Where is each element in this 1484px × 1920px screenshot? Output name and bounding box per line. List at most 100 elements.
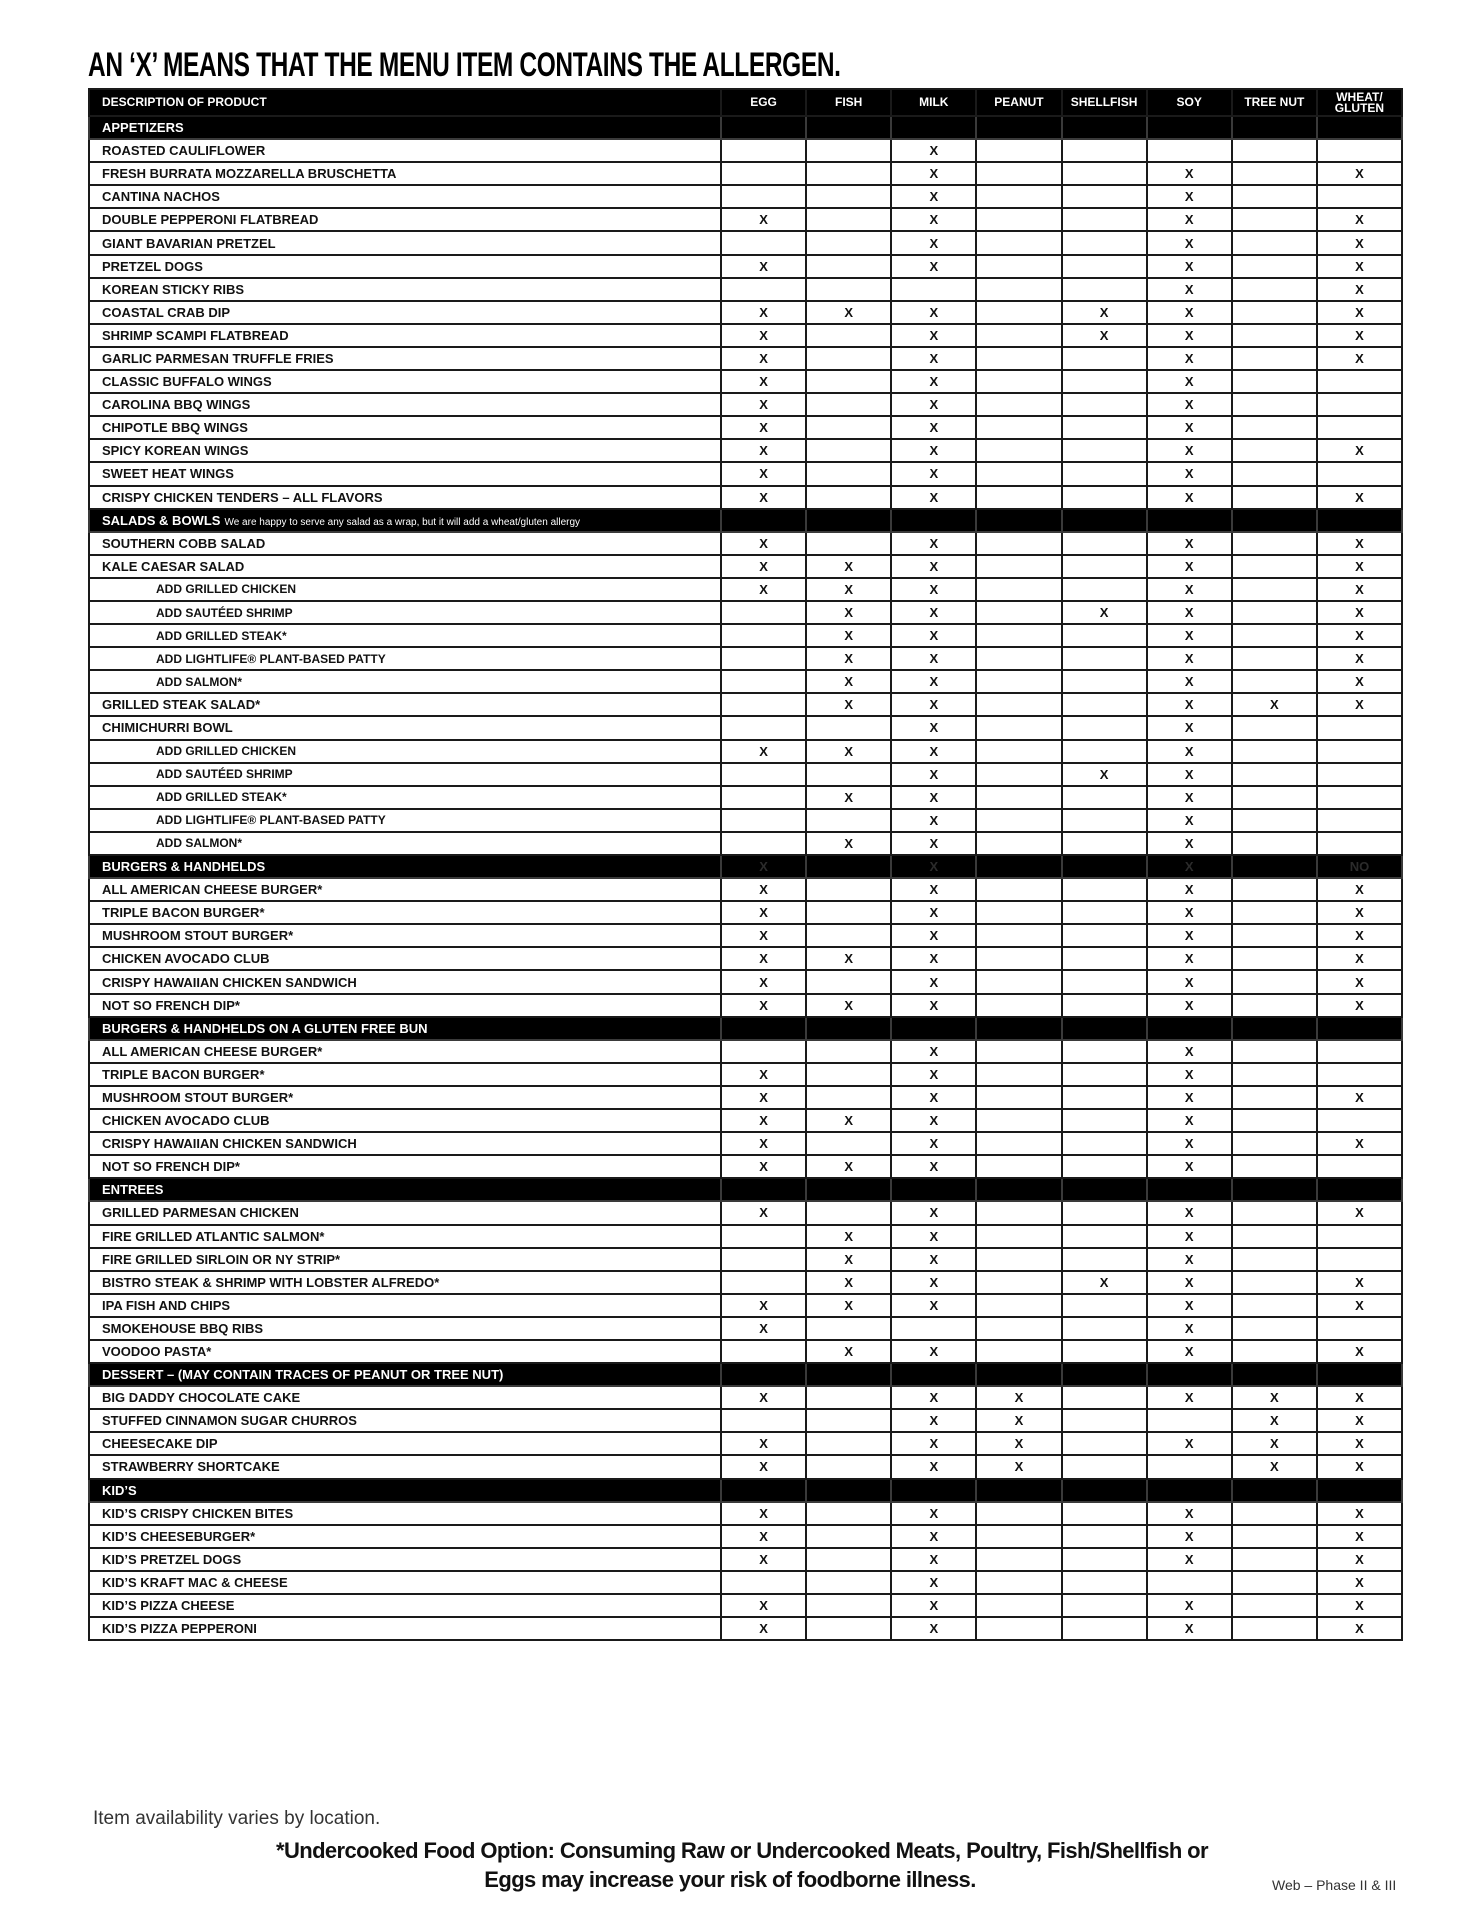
allergen-mark: X (1230, 1454, 1318, 1480)
allergen-mark (1230, 969, 1318, 995)
allergen-mark (805, 1546, 893, 1572)
allergen-mark: X (1315, 923, 1404, 949)
section-cell (1315, 1015, 1404, 1041)
allergen-mark (975, 415, 1063, 441)
allergen-mark: X (805, 623, 893, 649)
section-title-cell: ENTREES (88, 1177, 722, 1203)
allergen-mark: X (1315, 1454, 1404, 1480)
allergen-mark: X (719, 299, 808, 325)
allergen-mark (1060, 923, 1148, 949)
allergen-mark: X (719, 1315, 808, 1341)
allergen-mark (805, 415, 893, 441)
allergen-mark: X (1145, 1223, 1233, 1249)
allergen-mark (1060, 1084, 1148, 1111)
item-name: ALL AMERICAN CHEESE BURGER* (88, 877, 722, 903)
item-name: ADD SAUTÉED SHRIMP (88, 761, 722, 787)
allergen-mark (805, 1200, 893, 1226)
allergen-mark (1230, 1523, 1318, 1549)
allergen-mark: X (1145, 1546, 1233, 1572)
allergen-mark (719, 669, 808, 695)
allergen-mark (975, 438, 1063, 464)
allergen-mark: X (1145, 1338, 1233, 1365)
section-title-cell: BURGERS & HANDHELDS (88, 853, 722, 880)
item-name: DOUBLE PEPPERONI FLATBREAD (88, 207, 722, 233)
allergen-mark: X (890, 992, 978, 1018)
allergen-mark: X (805, 599, 893, 626)
allergen-mark (719, 1269, 808, 1295)
allergen-mark: X (1145, 761, 1233, 787)
allergen-mark (1230, 900, 1318, 926)
allergen-mark: X (890, 1431, 978, 1457)
allergen-mark (1315, 415, 1404, 441)
allergen-mark: X (1145, 599, 1233, 626)
allergen-mark: X (1060, 761, 1148, 787)
allergen-mark: X (719, 438, 808, 464)
allergen-mark (1060, 1108, 1148, 1134)
allergen-mark: X (975, 1454, 1063, 1480)
allergen-mark: X (1230, 692, 1318, 718)
allergen-mark: X (1145, 369, 1233, 395)
table-row: ALL AMERICAN CHEESE BURGER* X X X X (88, 877, 1404, 903)
allergen-mark: X (1145, 784, 1233, 810)
allergen-mark: X (1230, 1408, 1318, 1434)
allergen-mark (719, 830, 808, 857)
allergen-mark: X (890, 461, 978, 487)
allergen-mark: X (890, 1084, 978, 1111)
allergen-mark: X (1315, 992, 1404, 1018)
allergen-mark (975, 1131, 1063, 1157)
table-row: GARLIC PARMESAN TRUFFLE FRIES X X X X (88, 345, 1404, 372)
allergen-mark (975, 877, 1063, 903)
item-name: VOODOO PASTA* (88, 1338, 722, 1365)
allergen-mark (1230, 1500, 1318, 1526)
table-row: ADD SALMON* X X X (88, 830, 1404, 857)
allergen-mark (805, 369, 893, 395)
allergen-mark (1230, 553, 1318, 579)
allergen-mark: X (1060, 1269, 1148, 1295)
allergen-mark: X (1145, 1038, 1233, 1064)
item-name: SWEET HEAT WINGS (88, 461, 722, 487)
section-cell (975, 1362, 1063, 1388)
allergen-mark (1060, 530, 1148, 556)
section-cell (890, 507, 978, 533)
allergen-mark (1060, 969, 1148, 995)
allergen-mark (1315, 1061, 1404, 1087)
allergen-mark: X (805, 1338, 893, 1365)
allergen-mark (1230, 646, 1318, 672)
allergen-mark: X (890, 877, 978, 903)
allergen-mark (1230, 576, 1318, 602)
allergen-mark (1060, 1154, 1148, 1180)
section-title: DESSERT – (MAY CONTAIN TRACES OF PEANUT … (102, 1367, 504, 1383)
allergen-mark (975, 761, 1063, 787)
allergen-mark (1060, 1454, 1148, 1480)
allergen-mark: X (1145, 1431, 1233, 1457)
table-row: PRETZEL DOGS X X X X (88, 253, 1404, 279)
allergen-mark (1230, 923, 1318, 949)
table-row: KID’S PIZZA PEPPERONI X X X X (88, 1616, 1404, 1642)
table-row: CLASSIC BUFFALO WINGS X X X (88, 369, 1404, 395)
section-cell (805, 1015, 893, 1041)
allergen-mark: X (890, 807, 978, 833)
allergen-mark: X (1060, 322, 1148, 348)
table-row: STRAWBERRY SHORTCAKE X X X X X (88, 1454, 1404, 1480)
allergen-mark: X (805, 1246, 893, 1272)
allergen-mark: X (805, 1108, 893, 1134)
allergen-mark (1060, 1223, 1148, 1249)
allergen-mark (719, 761, 808, 787)
allergen-mark (1315, 1038, 1404, 1064)
allergen-mark (1315, 738, 1404, 764)
allergen-mark (975, 1038, 1063, 1064)
allergen-mark: X (890, 207, 978, 233)
allergen-mark: X (719, 1592, 808, 1619)
allergen-mark: X (1315, 599, 1404, 626)
table-row: NOT SO FRENCH DIP* X X X X (88, 1154, 1404, 1180)
allergen-mark (975, 392, 1063, 418)
allergen-mark: X (890, 599, 978, 626)
table-row: ADD SALMON* X X X X (88, 669, 1404, 695)
section-cell (805, 1177, 893, 1203)
allergen-mark (805, 161, 893, 187)
section-cell (890, 1015, 978, 1041)
table-row: CRISPY HAWAIIAN CHICKEN SANDWICH X X X X (88, 1131, 1404, 1157)
item-name: KOREAN STICKY RIBS (88, 276, 722, 302)
allergen-mark (805, 1431, 893, 1457)
allergen-mark (1060, 392, 1148, 418)
